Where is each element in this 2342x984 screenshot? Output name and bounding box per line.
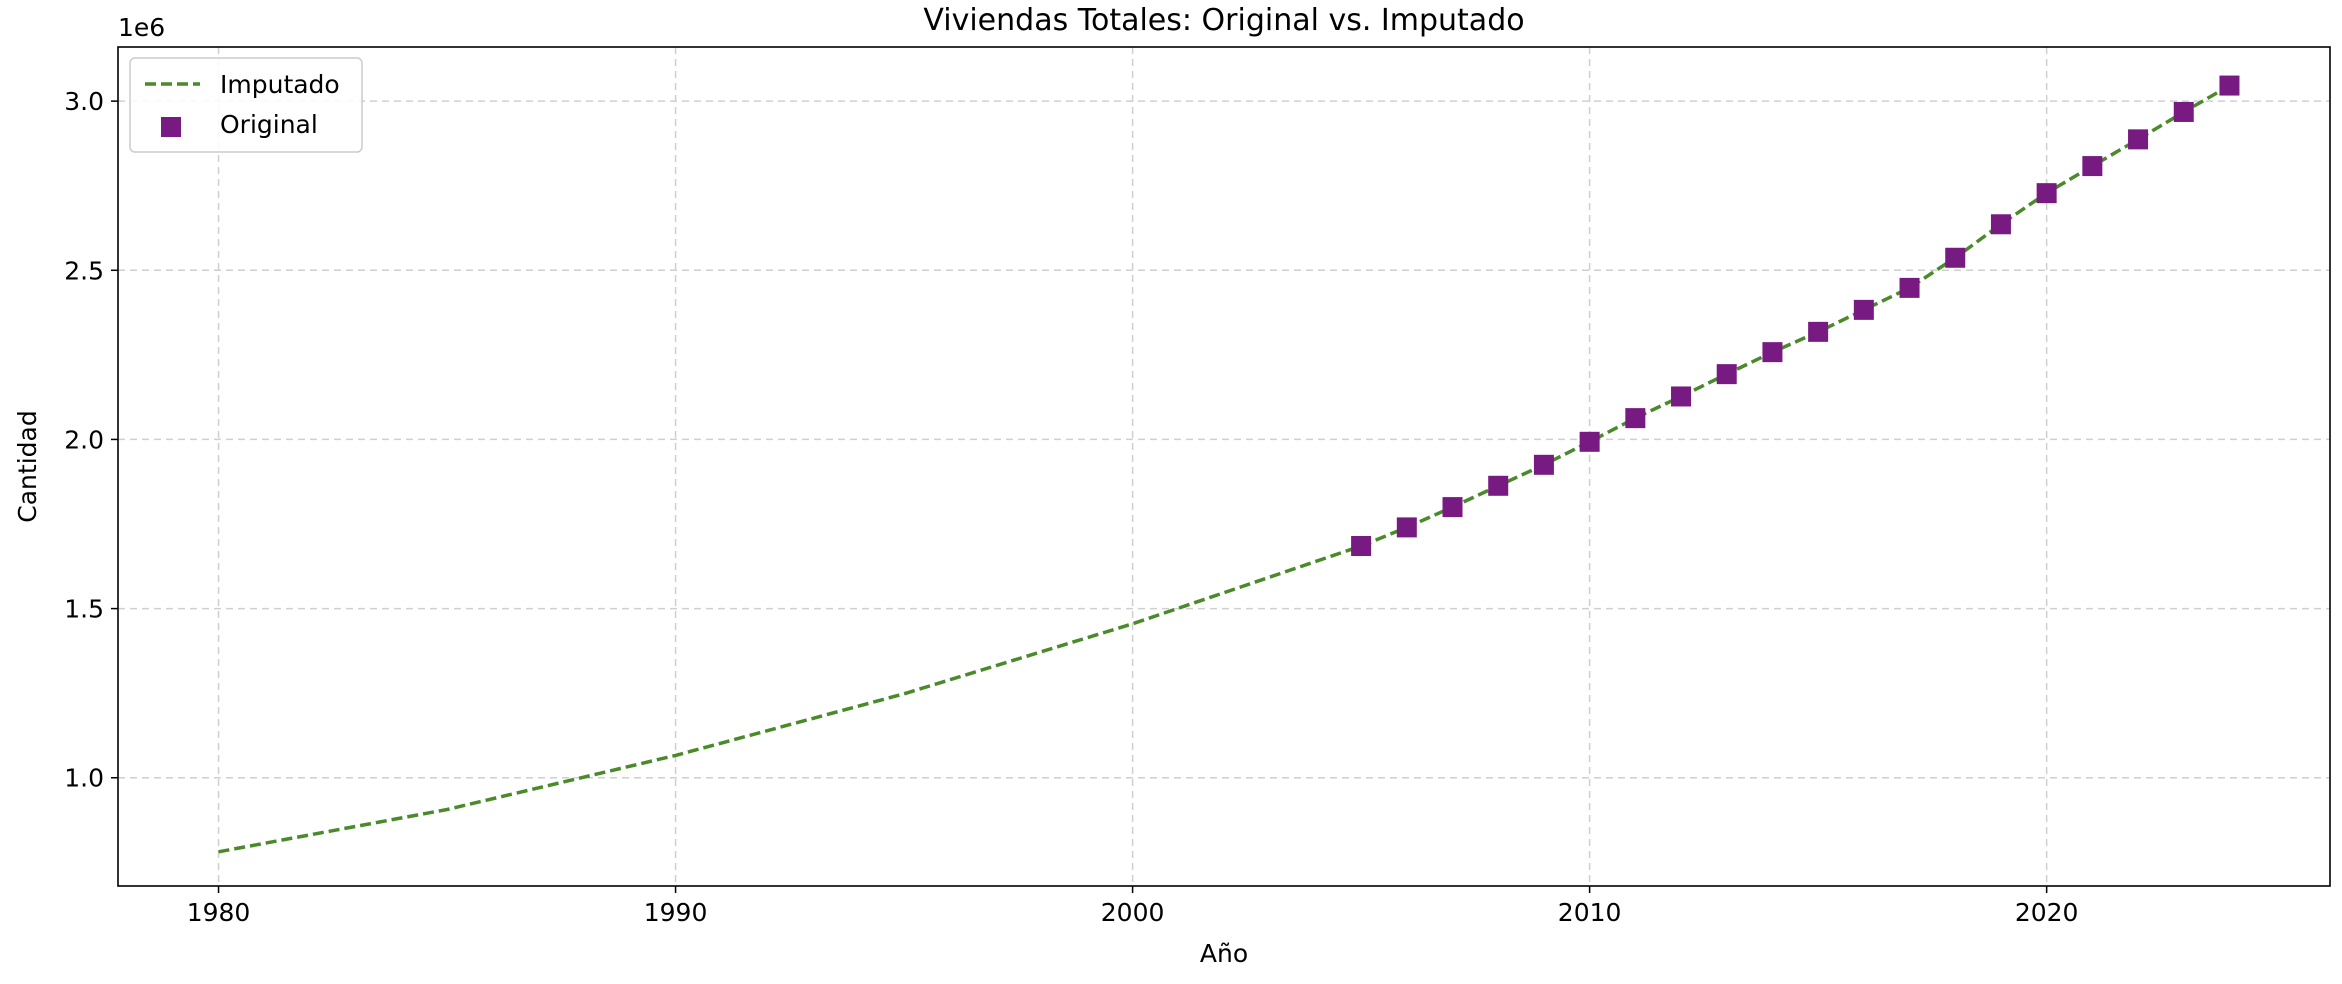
y-axis-offset-label: 1e6 [118, 13, 165, 42]
y-tick-label: 1.0 [64, 764, 104, 793]
x-tick-label: 1990 [644, 898, 708, 927]
plot-area [218, 75, 2240, 854]
legend-box [129, 57, 363, 153]
ticks: 1980 1990 2000 2010 2020 1.0 1.5 2.0 2.5 3.0 [64, 87, 2078, 927]
x-tick-label: 1980 [187, 898, 251, 927]
y-axis-label: Cantidad [13, 410, 42, 522]
data-point-original [1853, 299, 1874, 320]
data-point-original [1625, 408, 1646, 429]
data-point-original [1396, 517, 1417, 538]
axes-frame [117, 46, 2331, 887]
data-point-original [1442, 497, 1463, 518]
legend: Imputado Original [129, 57, 363, 153]
data-point-original [1671, 386, 1692, 407]
grid [118, 47, 2330, 886]
data-point-original [2128, 129, 2149, 150]
data-point-original [1762, 342, 1783, 363]
data-point-original [2219, 75, 2240, 96]
y-tick-label: 3.0 [64, 87, 104, 116]
x-axis-label: Año [1200, 939, 1248, 968]
x-tick-label: 2010 [1558, 898, 1622, 927]
data-point-original [2082, 156, 2103, 177]
data-point-original [1808, 321, 1829, 342]
data-point-original [1488, 475, 1509, 496]
x-tick-label: 2000 [1101, 898, 1165, 927]
chart-title: Viviendas Totales: Original vs. Imputado [923, 3, 1524, 38]
data-point-original [1716, 364, 1737, 385]
legend-label-imputado: Imputado [220, 70, 340, 99]
data-point-original [1899, 277, 1920, 298]
data-point-original [2173, 101, 2194, 122]
legend-marker-swatch [161, 117, 181, 137]
data-point-original [1351, 536, 1372, 557]
data-point-original [1533, 454, 1554, 475]
y-tick-label: 2.0 [64, 425, 104, 454]
y-tick-label: 2.5 [64, 256, 104, 285]
x-tick-label: 2020 [2015, 898, 2079, 927]
legend-label-original: Original [220, 110, 318, 139]
data-point-original [1579, 431, 1600, 452]
data-point-original [2036, 183, 2057, 204]
data-point-original [1990, 214, 2011, 235]
data-point-original [1945, 247, 1966, 268]
y-tick-label: 1.5 [64, 595, 104, 624]
